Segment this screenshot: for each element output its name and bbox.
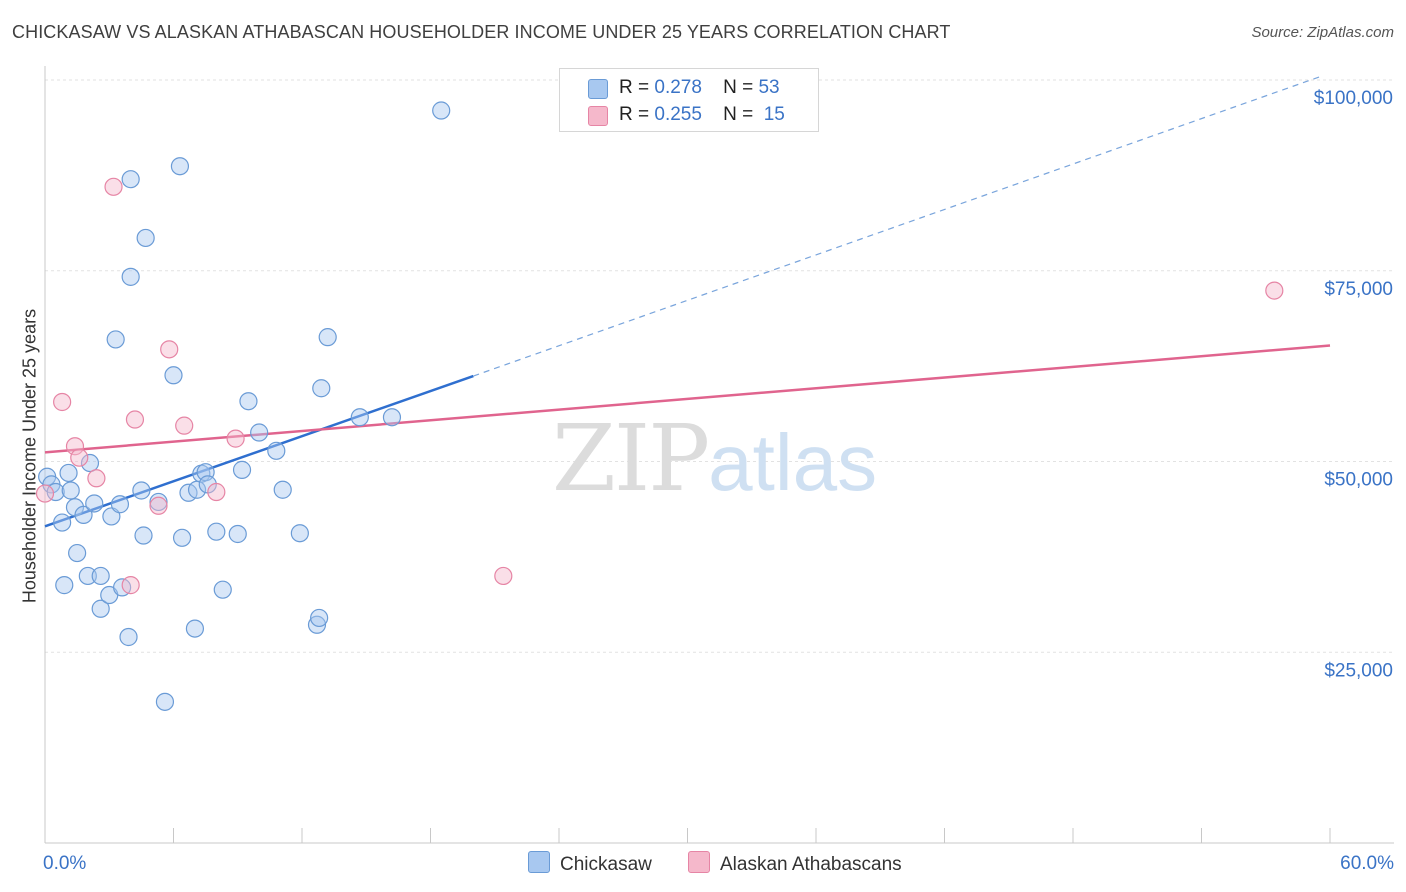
data-point-chickasaw — [170, 157, 190, 176]
data-point-athabascans — [65, 437, 85, 456]
bottom-legend-label-chickasaw: Chickasaw — [560, 854, 652, 875]
data-point-chickasaw — [250, 423, 269, 442]
data-point-chickasaw — [74, 505, 93, 525]
trend-line-chickasaw — [44, 374, 474, 528]
data-point-athabascans — [70, 448, 89, 467]
axes — [44, 66, 1394, 844]
bottom-legend-label-athabascans: Alaskan Athabascans — [720, 854, 902, 875]
data-point-chickasaw — [213, 580, 232, 599]
data-point-chickasaw — [80, 453, 100, 473]
data-point-chickasaw — [432, 101, 451, 120]
data-point-chickasaw — [290, 524, 309, 543]
data-point-athabascans — [226, 429, 245, 448]
data-point-chickasaw — [318, 328, 337, 347]
data-point-athabascans — [207, 482, 226, 502]
y-tick-label: $25,000 — [1324, 660, 1393, 681]
data-point-chickasaw — [307, 615, 327, 634]
legend-swatch-athabascans — [588, 106, 608, 126]
legend-swatch-chickasaw — [588, 79, 608, 99]
tick-labels: $25,000 $50,000 $75,000 $100,000 0.0% 60.0% — [43, 88, 1394, 874]
data-point-chickasaw — [164, 366, 183, 385]
data-point-athabascans — [175, 416, 194, 435]
data-point-athabascans — [87, 469, 106, 488]
watermark-zip: ZIP — [552, 405, 710, 512]
n-label: N = — [723, 77, 754, 98]
trend-line-athabascans — [44, 344, 1331, 454]
data-point-chickasaw — [121, 267, 140, 286]
data-point-chickasaw — [121, 170, 140, 189]
data-point-athabascans — [35, 484, 55, 503]
chart-title: CHICKASAW VS ALASKAN ATHABASCAN HOUSEHOL… — [12, 22, 951, 42]
data-point-chickasaw — [207, 522, 226, 541]
watermark-atlas: atlas — [708, 418, 878, 507]
data-point-chickasaw — [155, 692, 175, 711]
bottom-legend-chickasaw: Chickasaw — [528, 851, 652, 876]
bottom-legend-swatch-chickasaw — [528, 851, 550, 873]
x-tick-label: 0.0% — [43, 853, 86, 874]
data-point-chickasaw — [55, 576, 74, 595]
source-label: Source: ZipAtlas.com — [1251, 24, 1394, 41]
y-axis-label: Householder Income Under 25 years — [19, 308, 40, 604]
data-point-chickasaw — [136, 228, 155, 248]
data-point-athabascans — [121, 576, 140, 595]
data-point-athabascans — [125, 410, 145, 429]
data-point-chickasaw — [134, 526, 153, 545]
correlation-legend: R = 0.278 N = 53 R = 0.255 N = 15 — [559, 68, 819, 132]
data-point-chickasaw — [61, 481, 80, 500]
data-point-chickasaw — [312, 379, 331, 398]
data-point-chickasaw — [273, 480, 292, 499]
data-point-chickasaw — [53, 513, 72, 532]
data-point-chickasaw — [119, 627, 138, 647]
data-point-chickasaw — [350, 408, 369, 427]
data-point-chickasaw — [310, 608, 329, 628]
data-points — [35, 101, 1284, 711]
data-point-chickasaw — [185, 619, 205, 638]
data-point-athabascans — [1265, 281, 1284, 300]
y-tick-label: $100,000 — [1314, 88, 1393, 109]
r-value-athabascans: 0.255 — [654, 104, 702, 125]
data-point-chickasaw — [132, 481, 151, 500]
data-point-chickasaw — [85, 494, 104, 513]
data-point-chickasaw — [110, 495, 130, 514]
bottom-legend-athabascans: Alaskan Athabascans — [688, 851, 902, 876]
bottom-legend-swatch-athabascans — [688, 851, 710, 873]
data-point-chickasaw — [228, 524, 247, 544]
data-point-chickasaw — [91, 599, 110, 618]
r-label: R = — [619, 77, 650, 98]
r-value-chickasaw: 0.278 — [654, 77, 702, 98]
n-label: N = — [723, 104, 754, 125]
data-point-chickasaw — [267, 441, 286, 460]
data-point-chickasaw — [172, 528, 192, 547]
data-point-athabascans — [160, 340, 179, 359]
data-point-chickasaw — [78, 566, 97, 586]
zipatlas-watermark: ZIPatlas — [552, 405, 877, 512]
data-point-chickasaw — [68, 543, 87, 563]
data-point-chickasaw — [239, 392, 258, 411]
data-point-athabascans — [149, 496, 168, 515]
gridlines — [45, 79, 1394, 653]
data-point-chickasaw — [382, 408, 402, 427]
n-value-chickasaw: 53 — [758, 77, 780, 98]
data-point-chickasaw — [59, 463, 78, 483]
n-value-athabascans: 15 — [763, 104, 785, 125]
y-tick-label: $50,000 — [1324, 470, 1393, 491]
y-tick-label: $75,000 — [1324, 279, 1393, 300]
data-point-chickasaw — [232, 460, 252, 479]
data-point-chickasaw — [149, 492, 168, 512]
data-point-athabascans — [104, 177, 123, 196]
data-point-athabascans — [53, 392, 72, 412]
data-point-chickasaw — [106, 330, 125, 349]
r-label: R = — [619, 104, 650, 125]
trend-lines — [44, 76, 1331, 528]
data-point-athabascans — [494, 566, 513, 586]
x-tick-label: 60.0% — [1340, 853, 1394, 874]
data-point-chickasaw — [91, 566, 110, 586]
